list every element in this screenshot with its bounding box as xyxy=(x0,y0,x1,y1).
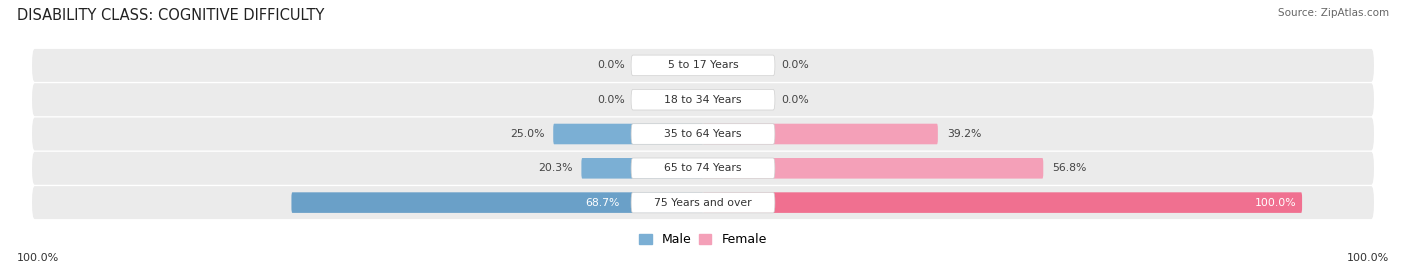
Text: Source: ZipAtlas.com: Source: ZipAtlas.com xyxy=(1278,8,1389,18)
Legend: Male, Female: Male, Female xyxy=(634,228,772,251)
FancyBboxPatch shape xyxy=(703,124,938,144)
Text: 0.0%: 0.0% xyxy=(780,60,808,70)
Text: 100.0%: 100.0% xyxy=(17,253,59,263)
Text: 0.0%: 0.0% xyxy=(780,95,808,105)
FancyBboxPatch shape xyxy=(291,192,703,213)
FancyBboxPatch shape xyxy=(631,158,775,178)
Text: 39.2%: 39.2% xyxy=(946,129,981,139)
FancyBboxPatch shape xyxy=(32,83,1374,116)
Text: 100.0%: 100.0% xyxy=(1347,253,1389,263)
Text: 65 to 74 Years: 65 to 74 Years xyxy=(664,163,742,173)
Text: 0.0%: 0.0% xyxy=(598,95,626,105)
Text: 100.0%: 100.0% xyxy=(1254,198,1296,208)
FancyBboxPatch shape xyxy=(631,192,775,213)
Text: 68.7%: 68.7% xyxy=(585,198,619,208)
FancyBboxPatch shape xyxy=(703,192,1302,213)
FancyBboxPatch shape xyxy=(631,90,775,110)
Text: 25.0%: 25.0% xyxy=(510,129,544,139)
Text: 20.3%: 20.3% xyxy=(538,163,572,173)
FancyBboxPatch shape xyxy=(32,152,1374,185)
FancyBboxPatch shape xyxy=(553,124,703,144)
FancyBboxPatch shape xyxy=(703,158,1043,178)
Text: 0.0%: 0.0% xyxy=(598,60,626,70)
Text: 5 to 17 Years: 5 to 17 Years xyxy=(668,60,738,70)
Text: 56.8%: 56.8% xyxy=(1052,163,1087,173)
Text: DISABILITY CLASS: COGNITIVE DIFFICULTY: DISABILITY CLASS: COGNITIVE DIFFICULTY xyxy=(17,8,325,23)
Text: 35 to 64 Years: 35 to 64 Years xyxy=(664,129,742,139)
FancyBboxPatch shape xyxy=(631,55,775,76)
FancyBboxPatch shape xyxy=(32,186,1374,219)
FancyBboxPatch shape xyxy=(32,118,1374,150)
FancyBboxPatch shape xyxy=(582,158,703,178)
FancyBboxPatch shape xyxy=(631,124,775,144)
FancyBboxPatch shape xyxy=(32,49,1374,82)
Text: 75 Years and over: 75 Years and over xyxy=(654,198,752,208)
Text: 18 to 34 Years: 18 to 34 Years xyxy=(664,95,742,105)
